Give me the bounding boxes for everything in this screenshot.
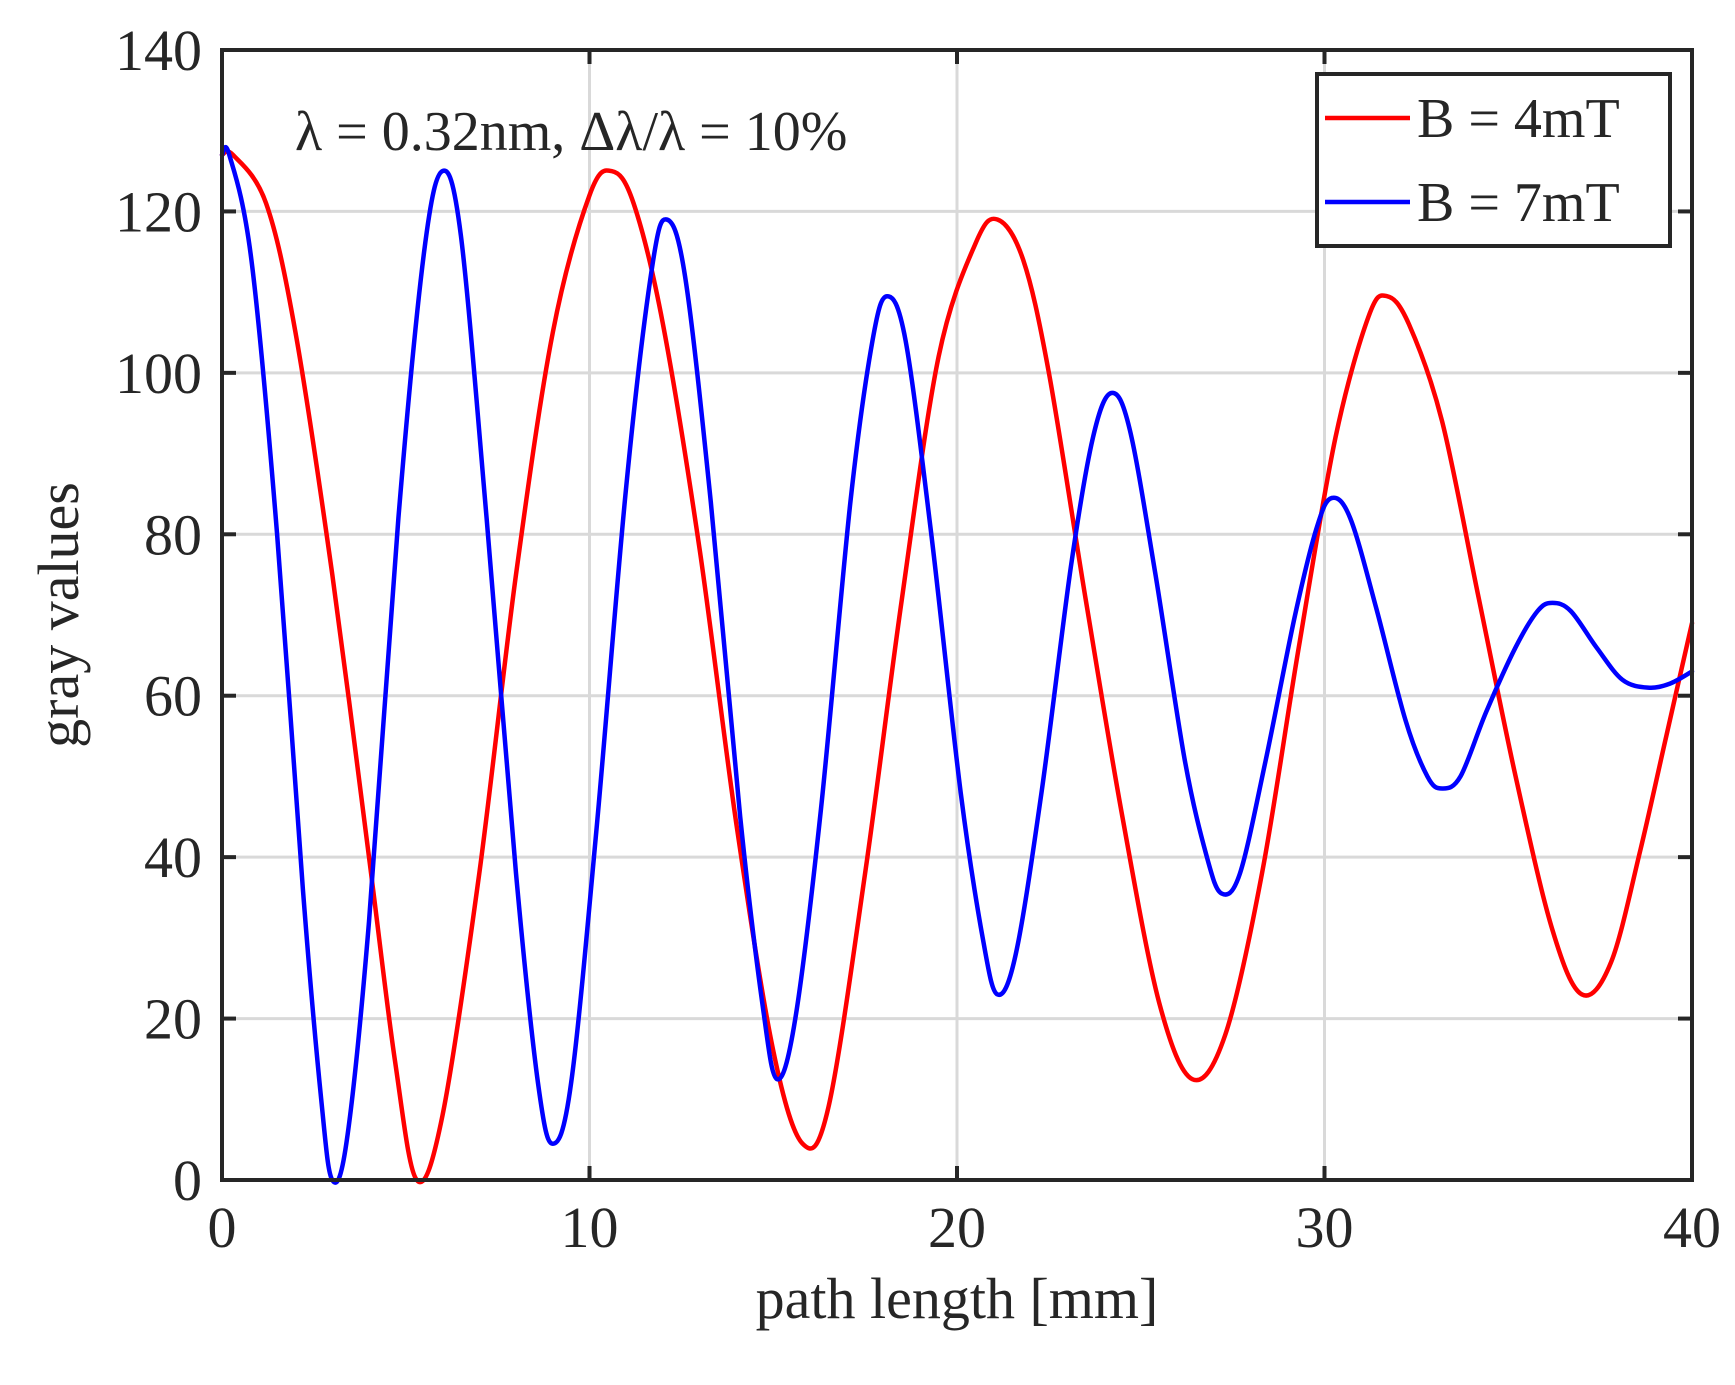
legend-box: [1315, 72, 1672, 248]
ticks: [220, 48, 1694, 1182]
x-tick-label-40: 40: [1663, 1195, 1721, 1260]
x-axis-label: path length [mm]: [756, 1266, 1159, 1331]
x-tick-label-0: 0: [208, 1195, 237, 1260]
y-tick-label-80: 80: [144, 502, 202, 567]
x-tick-label-30: 30: [1296, 1195, 1354, 1260]
series-line-b-7mt: [219, 144, 1695, 1185]
x-tick-label-10: 10: [561, 1195, 619, 1260]
y-axis-label: gray values: [26, 482, 91, 748]
y-tick-label-20: 20: [144, 987, 202, 1052]
annotation-text: λ = 0.32nm, Δλ/λ = 10%: [295, 101, 847, 163]
y-tick-label-40: 40: [144, 825, 202, 890]
x-tick-label-20: 20: [928, 1195, 986, 1260]
legend: B = 4mT B = 7mT: [1315, 72, 1672, 248]
legend-label-b-7mt: B = 7mT: [1417, 172, 1620, 234]
y-tick-label-0: 0: [173, 1148, 202, 1213]
tick-labels: 0 10 20 30 40 0 20 40 60 80 100 120 140: [115, 18, 1721, 1260]
y-tick-label-120: 120: [115, 179, 202, 244]
series-line-b-4mt: [219, 149, 1695, 1185]
y-tick-label-60: 60: [144, 664, 202, 729]
y-tick-label-140: 140: [115, 18, 202, 83]
y-tick-label-100: 100: [115, 341, 202, 406]
legend-label-b-4mt: B = 4mT: [1417, 88, 1620, 150]
series-layer: [219, 144, 1695, 1185]
